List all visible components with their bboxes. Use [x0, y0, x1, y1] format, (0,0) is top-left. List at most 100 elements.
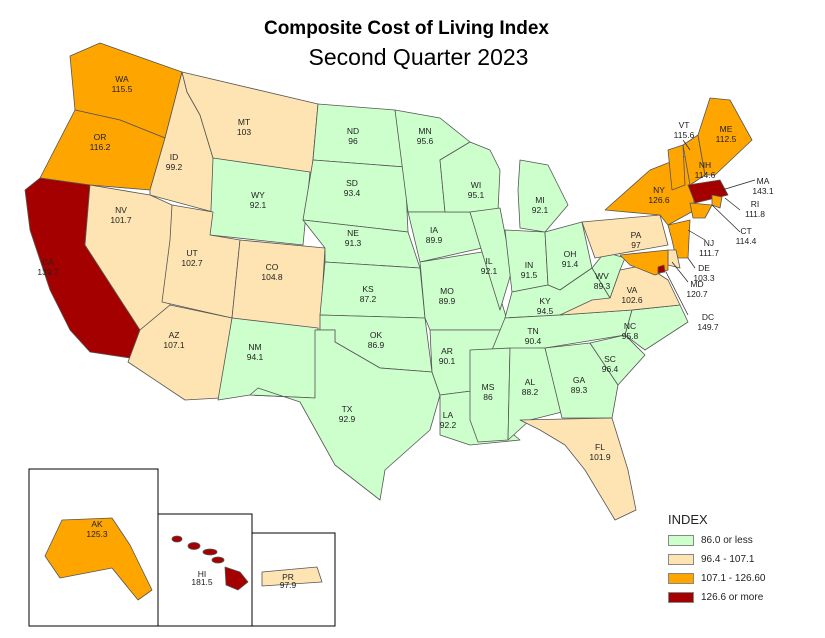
state-abbr-mo: MO [440, 286, 454, 296]
state-value-ar: 90.1 [439, 356, 456, 366]
state-abbr-or: OR [94, 132, 107, 142]
state-abbr-nc: NC [624, 321, 636, 331]
state-hi [211, 556, 225, 564]
map-subtitle: Second Quarter 2023 [308, 44, 529, 70]
state-value-in: 91.5 [521, 270, 538, 280]
state-abbr-fl: FL [595, 442, 605, 452]
state-ga [544, 342, 619, 419]
state-value-ok: 86.9 [368, 340, 385, 350]
state-abbr-tx: TX [342, 404, 353, 414]
state-abbr-tn: TN [527, 326, 538, 336]
state-abbr-wa: WA [115, 74, 129, 84]
state-value-mo: 89.9 [439, 296, 456, 306]
state-value-wi: 95.1 [468, 190, 485, 200]
state-value-pr: 97.9 [280, 580, 297, 590]
state-value-ga: 89.3 [571, 385, 588, 395]
state-value-la: 92.2 [440, 420, 457, 430]
state-abbr-md: MD [690, 279, 703, 289]
legend-swatch [668, 573, 694, 584]
state-value-wy: 92.1 [250, 200, 267, 210]
state-abbr-ok: OK [370, 330, 383, 340]
state-value-tn: 90.4 [525, 336, 542, 346]
state-abbr-co: CO [266, 262, 279, 272]
legend-title: INDEX [668, 512, 708, 527]
state-abbr-ar: AR [441, 346, 453, 356]
state-abbr-ky: KY [539, 296, 551, 306]
puerto-rico-inset-frame [251, 532, 336, 627]
state-value-id: 99.2 [166, 162, 183, 172]
state-sc [589, 334, 646, 386]
state-value-al: 88.2 [522, 387, 539, 397]
state-value-dc: 149.7 [697, 322, 719, 332]
state-abbr-pr: PR [282, 572, 294, 582]
state-hi [202, 548, 218, 556]
state-abbr-sd: SD [346, 178, 358, 188]
state-abbr-ks: KS [362, 284, 374, 294]
state-value-ut: 102.7 [181, 258, 203, 268]
states-layer [24, 42, 753, 601]
state-abbr-vt: VT [679, 120, 690, 130]
state-value-md: 120.7 [686, 289, 708, 299]
state-value-nc: 95.8 [622, 331, 639, 341]
state-wy [209, 157, 311, 246]
state-value-me: 112.5 [716, 134, 737, 144]
state-value-de: 103.3 [693, 273, 715, 283]
state-value-sc: 96.4 [602, 364, 619, 374]
state-abbr-ak: AK [91, 519, 103, 529]
state-abbr-az: AZ [169, 330, 180, 340]
state-abbr-in: IN [525, 260, 534, 270]
state-abbr-ia: IA [430, 225, 438, 235]
state-ri [711, 194, 723, 209]
state-value-or: 116.2 [90, 142, 111, 152]
state-hi [171, 535, 183, 543]
state-pr [261, 566, 323, 587]
state-abbr-ri: RI [751, 199, 760, 209]
state-abbr-dc: DC [702, 312, 714, 322]
state-value-ms: 86 [483, 392, 493, 402]
legend: INDEX 86.0 or less 96.4 - 107.1 107.1 - … [668, 512, 818, 607]
state-abbr-pa: PA [631, 230, 642, 240]
map-title: Composite Cost of Living Index [263, 18, 549, 39]
state-abbr-ms: MS [482, 382, 495, 392]
state-abbr-ut: UT [186, 248, 197, 258]
legend-label: 86.0 or less [701, 535, 753, 546]
state-nm [217, 317, 319, 401]
state-value-wv: 89.3 [594, 281, 611, 291]
state-value-ia: 89.9 [426, 235, 443, 245]
state-abbr-hi: HI [198, 569, 207, 579]
state-value-ky: 94.5 [537, 306, 554, 316]
state-abbr-me: ME [720, 124, 733, 134]
state-nc [624, 304, 689, 351]
legend-item: 126.6 or more [668, 588, 818, 607]
state-abbr-il: IL [485, 256, 492, 266]
state-pa [581, 214, 669, 259]
state-value-ma: 143.1 [752, 186, 774, 196]
state-value-oh: 91.4 [562, 259, 579, 269]
state-abbr-nd: ND [347, 126, 359, 136]
state-abbr-ma: MA [757, 176, 770, 186]
state-value-ak: 125.3 [86, 529, 108, 539]
legend-item: 96.4 - 107.1 [668, 550, 818, 569]
state-value-co: 104.8 [261, 272, 283, 282]
state-value-mt: 103 [237, 127, 251, 137]
state-ms [469, 347, 511, 443]
state-abbr-wy: WY [251, 190, 265, 200]
state-abbr-oh: OH [564, 249, 577, 259]
state-tx [249, 329, 441, 501]
state-nj [667, 219, 691, 259]
state-value-mi: 92.1 [532, 205, 549, 215]
state-abbr-al: AL [525, 377, 536, 387]
state-co [231, 239, 326, 331]
state-value-ri: 111.8 [745, 209, 765, 219]
state-abbr-wi: WI [471, 180, 481, 190]
state-abbr-mn: MN [418, 126, 431, 136]
state-wi [439, 141, 501, 213]
state-value-ct: 114.4 [736, 236, 757, 246]
state-dc [657, 264, 666, 274]
insets [28, 468, 336, 627]
state-abbr-ct: CT [740, 226, 751, 236]
state-value-hi: 181.5 [191, 577, 213, 587]
state-value-ca: 139.7 [37, 267, 59, 277]
state-value-nv: 101.7 [110, 215, 132, 225]
